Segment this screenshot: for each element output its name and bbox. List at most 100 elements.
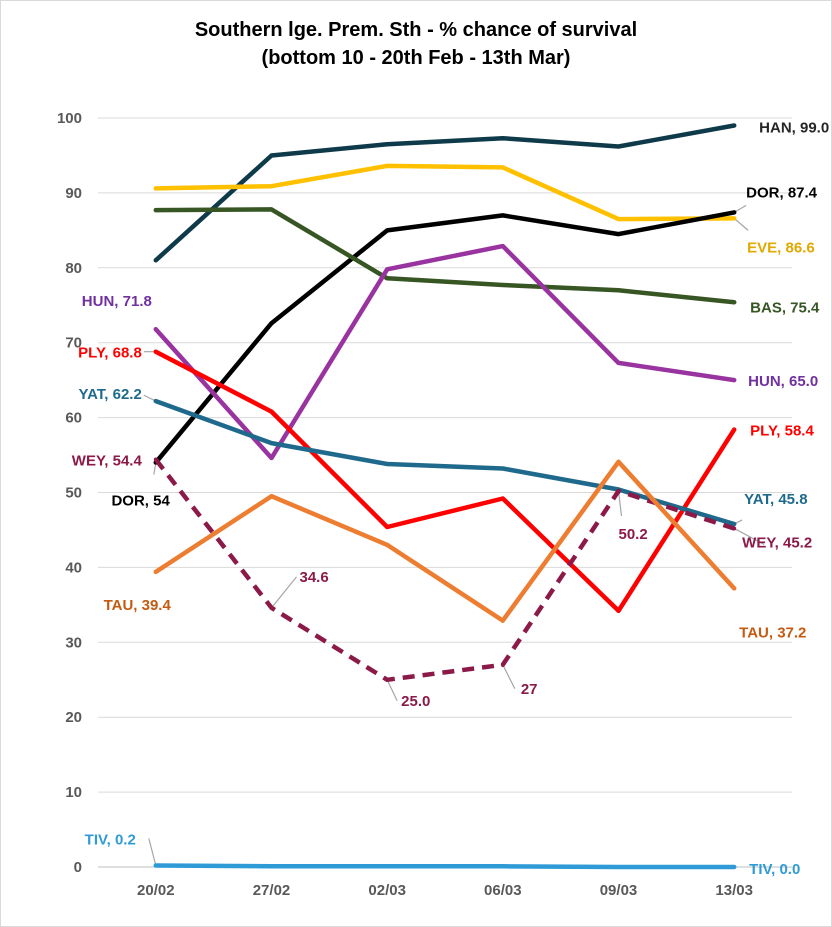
data-label-wey: 25.0 xyxy=(401,693,430,710)
data-point-eve xyxy=(385,163,390,168)
y-axis: 0 10 20 30 40 50 60 70 80 90 100 xyxy=(57,110,82,876)
data-point-hun xyxy=(269,456,274,461)
x-tick-label: 09/03 xyxy=(600,882,638,899)
data-label-ply: PLY, 68.8 xyxy=(78,345,142,362)
data-point-tiv xyxy=(153,863,158,868)
y-tick-label: 60 xyxy=(65,410,82,427)
data-point-bas xyxy=(732,300,737,305)
series-line-bas xyxy=(153,207,737,305)
series-lines xyxy=(153,123,737,870)
data-point-eve xyxy=(153,186,158,191)
data-label-dor: DOR, 87.4 xyxy=(746,184,818,201)
x-tick-label: 27/02 xyxy=(253,882,291,899)
data-point-tau xyxy=(269,494,274,499)
data-point-ply xyxy=(269,409,274,414)
data-point-wey xyxy=(500,662,505,667)
y-tick-label: 80 xyxy=(65,260,82,277)
x-axis: 20/02 27/02 02/03 06/03 09/03 13/03 xyxy=(98,866,792,899)
data-point-bas xyxy=(153,208,158,213)
x-tick-label: 02/03 xyxy=(368,882,406,899)
label-leader-lines xyxy=(143,204,765,866)
x-tick-label: 06/03 xyxy=(484,882,522,899)
y-tick-label: 50 xyxy=(65,485,82,502)
data-point-han xyxy=(269,153,274,158)
data-labels: HAN, 99.0 DOR, 87.4 EVE, 86.6 BAS, 75.4 HUN,… xyxy=(72,119,829,878)
data-point-yat xyxy=(153,399,158,404)
series-line-ply xyxy=(153,349,737,614)
data-point-tiv xyxy=(269,864,274,869)
y-tick-label: 90 xyxy=(65,185,82,202)
data-point-dor xyxy=(269,321,274,326)
series-line-eve xyxy=(153,163,737,222)
data-point-bas xyxy=(500,283,505,288)
data-point-tiv xyxy=(732,865,737,869)
leader-line-tiv xyxy=(148,838,157,866)
data-point-bas xyxy=(269,207,274,212)
series-line-tiv xyxy=(153,863,737,870)
data-point-hun xyxy=(732,378,737,383)
data-label-dor: DOR, 54 xyxy=(111,493,170,510)
chart-title-block: Southern lge. Prem. Sth - % chance of su… xyxy=(0,16,832,72)
data-point-ply xyxy=(616,608,621,613)
y-tick-label: 10 xyxy=(65,784,82,801)
data-point-yat xyxy=(732,521,737,526)
y-tick-label: 40 xyxy=(65,559,82,576)
series-line-dor xyxy=(153,210,737,465)
data-label-tiv: TIV, 0.0 xyxy=(749,861,800,878)
leader-line-wey xyxy=(617,490,623,517)
data-label-wey: WEY, 54.4 xyxy=(72,453,143,470)
data-label-hun: HUN, 71.8 xyxy=(82,293,152,310)
data-point-tiv xyxy=(500,864,505,869)
data-label-wey: WEY, 45.2 xyxy=(742,534,812,551)
y-tick-label: 70 xyxy=(65,335,82,352)
data-point-dor xyxy=(732,210,737,215)
y-tick-label: 30 xyxy=(65,634,82,651)
series-line-han xyxy=(153,123,737,263)
y-tick-label: 20 xyxy=(65,709,82,726)
data-point-wey xyxy=(732,526,737,531)
data-label-ply: PLY, 58.4 xyxy=(750,423,814,440)
data-point-bas xyxy=(385,276,390,281)
chart-subtitle: (bottom 10 - 20th Feb - 13th Mar) xyxy=(261,47,571,69)
data-label-wey: 34.6 xyxy=(300,569,329,586)
leader-line-wey xyxy=(271,576,297,609)
leader-line-eve xyxy=(733,217,749,231)
data-point-eve xyxy=(732,216,737,221)
data-point-wey xyxy=(385,677,390,682)
data-point-eve xyxy=(500,165,505,170)
data-point-tiv xyxy=(385,864,390,869)
data-label-han: HAN, 99.0 xyxy=(759,119,829,136)
data-point-wey xyxy=(616,489,621,494)
data-point-yat xyxy=(385,462,390,467)
data-point-wey xyxy=(153,457,158,462)
data-label-yat: YAT, 62.2 xyxy=(78,386,141,403)
y-tick-label: 0 xyxy=(74,859,82,876)
data-point-ply xyxy=(153,349,158,354)
data-point-ply xyxy=(385,524,390,529)
data-point-tau xyxy=(732,586,737,591)
data-label-tau: TAU, 39.4 xyxy=(104,597,172,614)
data-point-yat xyxy=(269,441,274,446)
data-point-han xyxy=(732,123,737,128)
data-label-wey: 27 xyxy=(521,681,538,698)
data-point-ply xyxy=(732,427,737,432)
data-point-dor xyxy=(616,232,621,237)
data-point-bas xyxy=(616,288,621,293)
data-point-tau xyxy=(616,459,621,464)
series-line-wey xyxy=(154,458,735,683)
data-point-han xyxy=(616,144,621,149)
gridlines xyxy=(98,117,792,868)
y-tick-label: 100 xyxy=(57,110,82,127)
data-label-yat: YAT, 45.8 xyxy=(744,491,807,508)
data-point-tiv xyxy=(616,865,621,869)
chart-title: Southern lge. Prem. Sth - % chance of su… xyxy=(194,19,638,41)
data-point-tau xyxy=(385,542,390,547)
series-line-tau xyxy=(153,459,737,623)
series-line-hun xyxy=(153,243,737,461)
series-line-yat xyxy=(153,398,737,527)
data-point-wey xyxy=(269,605,274,610)
data-label-hun: HUN, 65.0 xyxy=(748,373,818,390)
data-point-hun xyxy=(616,360,621,365)
data-point-eve xyxy=(269,184,274,189)
